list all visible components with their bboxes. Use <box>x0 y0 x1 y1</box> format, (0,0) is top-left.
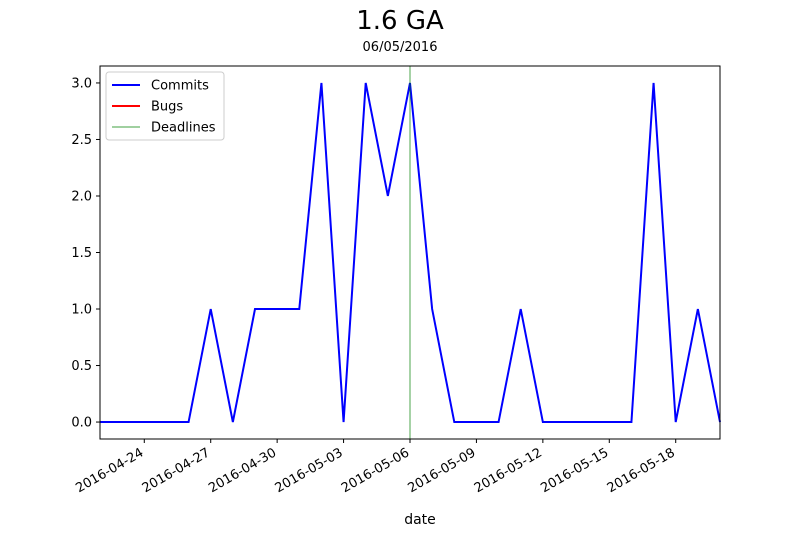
x-tick-label: 2016-05-03 <box>273 445 346 496</box>
y-tick-label: 1.5 <box>71 246 92 261</box>
y-axis: 0.0 0.5 1.0 1.5 2.0 2.5 3.0 <box>71 76 100 431</box>
y-tick-label: 1.0 <box>71 303 92 318</box>
x-tick-label: 2016-04-27 <box>140 445 213 496</box>
x-tick-label: 2016-05-12 <box>472 445 545 496</box>
x-axis: 2016-04-242016-04-272016-04-302016-05-03… <box>73 439 678 496</box>
y-tick-label: 2.0 <box>71 189 92 204</box>
x-tick-label: 2016-05-09 <box>405 445 478 496</box>
x-axis-label: date <box>404 512 436 528</box>
legend: Commits Bugs Deadlines <box>105 71 225 141</box>
plot-area <box>100 66 721 439</box>
y-tick-label: 3.0 <box>71 76 92 91</box>
legend-label-deadlines: Deadlines <box>151 121 216 136</box>
legend-label-commits: Commits <box>151 79 209 94</box>
x-tick-label: 2016-05-06 <box>339 445 412 496</box>
y-tick-label: 0.0 <box>71 416 92 431</box>
chart-title: 1.6 GA <box>356 6 444 36</box>
x-tick-label: 2016-04-30 <box>206 445 279 496</box>
legend-box <box>105 71 225 141</box>
y-tick-label: 2.5 <box>71 133 92 148</box>
chart-subtitle: 06/05/2016 <box>362 40 438 55</box>
x-tick-label: 2016-04-24 <box>73 445 146 496</box>
x-tick-label: 2016-05-15 <box>538 445 611 496</box>
legend-label-bugs: Bugs <box>151 100 183 115</box>
x-tick-label: 2016-05-18 <box>605 445 678 496</box>
y-tick-label: 0.5 <box>71 359 92 374</box>
